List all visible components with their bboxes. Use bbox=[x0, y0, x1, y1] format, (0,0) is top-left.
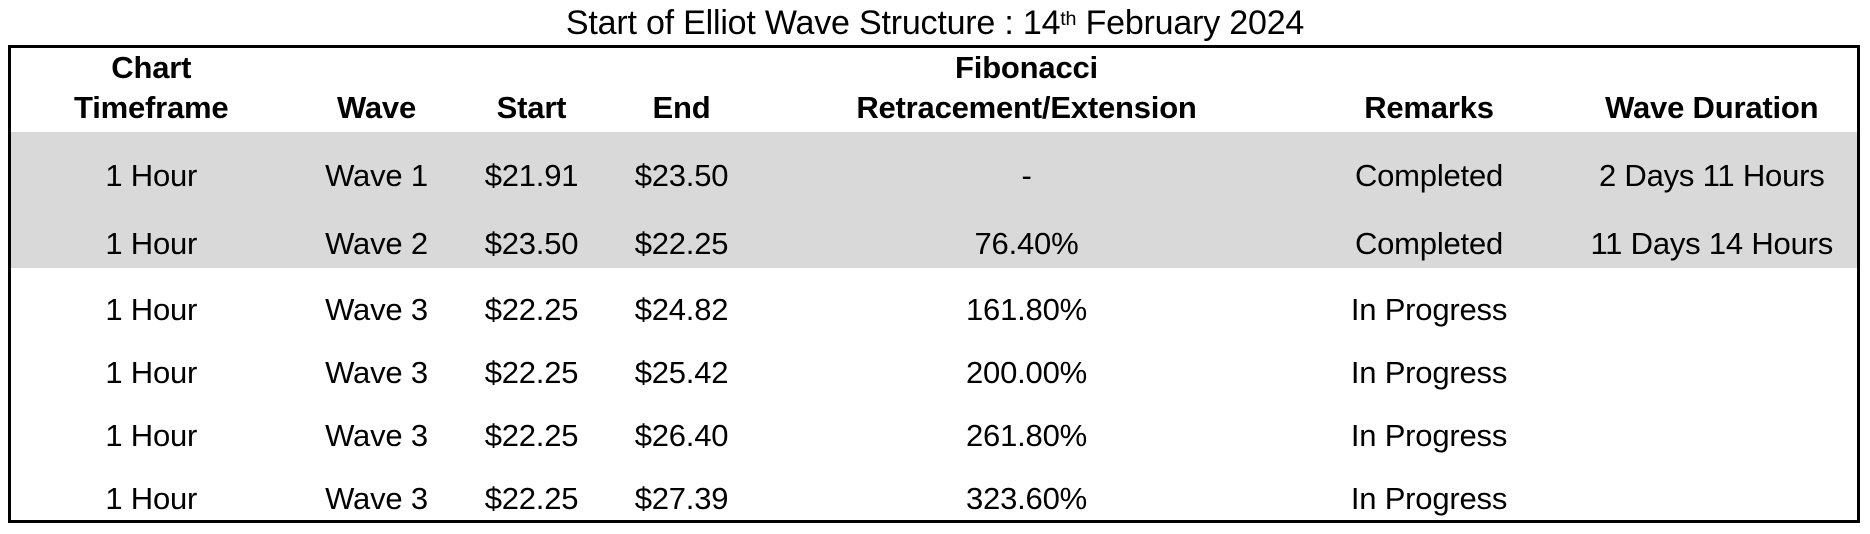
header-end: End bbox=[652, 90, 711, 125]
cell-chart-timeframe: 1 Hour bbox=[105, 480, 198, 516]
cell-fibonacci: 161.80% bbox=[966, 291, 1087, 327]
cell-fibonacci: 261.80% bbox=[966, 417, 1087, 453]
cell-wave: Wave 2 bbox=[325, 226, 428, 261]
cell-wave: Wave 1 bbox=[325, 158, 428, 193]
table-row-wave-3-target-4: 1 Hour Wave 3 $22.25 $27.39 323.60% In P… bbox=[10, 457, 1859, 522]
cell-fibonacci: 323.60% bbox=[966, 480, 1087, 516]
cell-end: $25.42 bbox=[634, 354, 729, 390]
cell-start: $23.50 bbox=[484, 226, 579, 261]
table-row-wave-3-target-1: 1 Hour Wave 3 $22.25 $24.82 161.80% In P… bbox=[10, 268, 1859, 331]
cell-remarks: In Progress bbox=[1350, 354, 1508, 390]
page-title-ordinal-superscript: th bbox=[1060, 7, 1077, 30]
cell-wave-duration: 2 Days 11 Hours bbox=[1598, 158, 1825, 193]
cell-chart-timeframe: 1 Hour bbox=[105, 354, 198, 390]
cell-end: $27.39 bbox=[634, 480, 729, 516]
table-row-wave-1: 1 Hour Wave 1 $21.91 $23.50 - Completed … bbox=[9, 132, 1859, 200]
table-body: 1 Hour Wave 1 $21.91 $23.50 - Completed … bbox=[9, 132, 1859, 522]
cell-chart-timeframe: 1 Hour bbox=[105, 291, 198, 327]
cell-remarks: In Progress bbox=[1350, 291, 1508, 327]
cell-wave-duration bbox=[1567, 268, 1859, 331]
cell-remarks: Completed bbox=[1354, 158, 1504, 193]
cell-end: $24.82 bbox=[634, 291, 729, 327]
cell-end: $26.40 bbox=[634, 417, 729, 453]
cell-start: $22.25 bbox=[484, 354, 579, 390]
cell-chart-timeframe: 1 Hour bbox=[105, 226, 198, 261]
header-start: Start bbox=[496, 90, 567, 125]
cell-end: $22.25 bbox=[634, 226, 729, 261]
cell-remarks: In Progress bbox=[1350, 417, 1508, 453]
cell-wave: Wave 3 bbox=[325, 291, 428, 327]
cell-wave-duration bbox=[1567, 331, 1859, 394]
cell-start: $22.25 bbox=[484, 291, 579, 327]
cell-wave: Wave 3 bbox=[325, 480, 428, 516]
header-fibonacci-retracement-extension: Fibonacci Retracement/Extension bbox=[856, 50, 1197, 125]
cell-chart-timeframe: 1 Hour bbox=[105, 158, 198, 193]
cell-wave-duration: 11 Days 14 Hours bbox=[1590, 226, 1834, 261]
page-title-text-after: February 2024 bbox=[1076, 4, 1305, 42]
cell-end: $23.50 bbox=[634, 158, 729, 193]
header-row: Chart Timeframe Wave Start End Fibonacci… bbox=[10, 47, 1859, 133]
cell-fibonacci: 200.00% bbox=[966, 354, 1087, 390]
cell-chart-timeframe: 1 Hour bbox=[105, 417, 198, 453]
header-chart-timeframe: Chart Timeframe bbox=[74, 50, 229, 125]
header-wave-duration: Wave Duration bbox=[1605, 90, 1819, 125]
table-row-wave-3-target-3: 1 Hour Wave 3 $22.25 $26.40 261.80% In P… bbox=[10, 394, 1859, 457]
cell-remarks: Completed bbox=[1354, 226, 1504, 261]
cell-wave: Wave 3 bbox=[325, 417, 428, 453]
cell-wave: Wave 3 bbox=[325, 354, 428, 390]
page-title: Start of Elliot Wave Structure : 14th Fe… bbox=[0, 0, 1870, 45]
cell-wave-duration bbox=[1567, 457, 1859, 522]
cell-start: $22.25 bbox=[484, 417, 579, 453]
header-remarks: Remarks bbox=[1364, 90, 1494, 125]
table-row-wave-2: 1 Hour Wave 2 $23.50 $22.25 76.40% Compl… bbox=[9, 200, 1859, 268]
header-wave: Wave bbox=[336, 90, 417, 125]
cell-fibonacci: - bbox=[1021, 158, 1032, 193]
cell-remarks: In Progress bbox=[1350, 480, 1508, 516]
page-title-text: Start of Elliot Wave Structure : 14 bbox=[565, 4, 1061, 42]
cell-start: $22.25 bbox=[484, 480, 579, 516]
cell-wave-duration bbox=[1567, 394, 1859, 457]
table-row-wave-3-target-2: 1 Hour Wave 3 $22.25 $25.42 200.00% In P… bbox=[10, 331, 1859, 394]
cell-start: $21.91 bbox=[484, 158, 579, 193]
cell-fibonacci: 76.40% bbox=[974, 226, 1079, 261]
table-header: Chart Timeframe Wave Start End Fibonacci… bbox=[10, 47, 1859, 133]
elliot-wave-table: Chart Timeframe Wave Start End Fibonacci… bbox=[8, 45, 1860, 523]
